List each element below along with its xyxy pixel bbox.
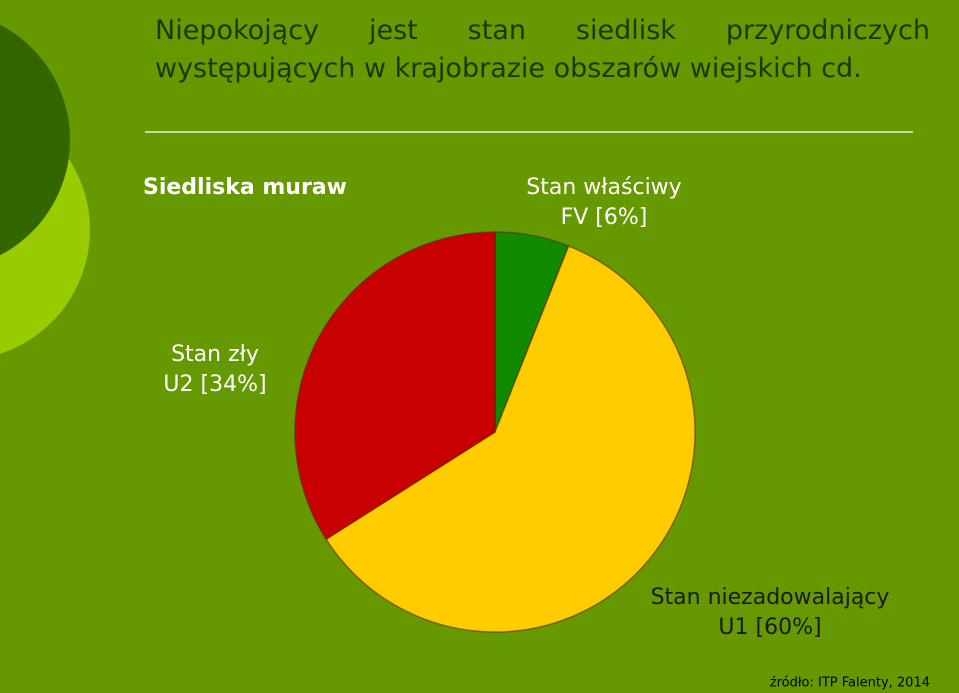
- pie-slice: [294, 231, 496, 541]
- decor-circle: [0, 24, 70, 256]
- slice-label: Stan niezadowalający: [651, 585, 890, 610]
- source: źródło: ITP Falenty, 2014: [770, 676, 930, 691]
- slice-value-label: U2 [34%]: [163, 372, 266, 397]
- slice-label: Stan właściwy: [526, 175, 681, 200]
- slice-label: Stan zły: [171, 342, 259, 367]
- chart-title: Siedliska muraw: [143, 175, 347, 200]
- slice-value-label: FV [6%]: [561, 205, 648, 230]
- slice-value-label: U1 [60%]: [718, 615, 821, 640]
- slide-title: Niepokojący jest stan siedlisk przyrodni…: [155, 15, 930, 84]
- pie-slice: [325, 245, 696, 633]
